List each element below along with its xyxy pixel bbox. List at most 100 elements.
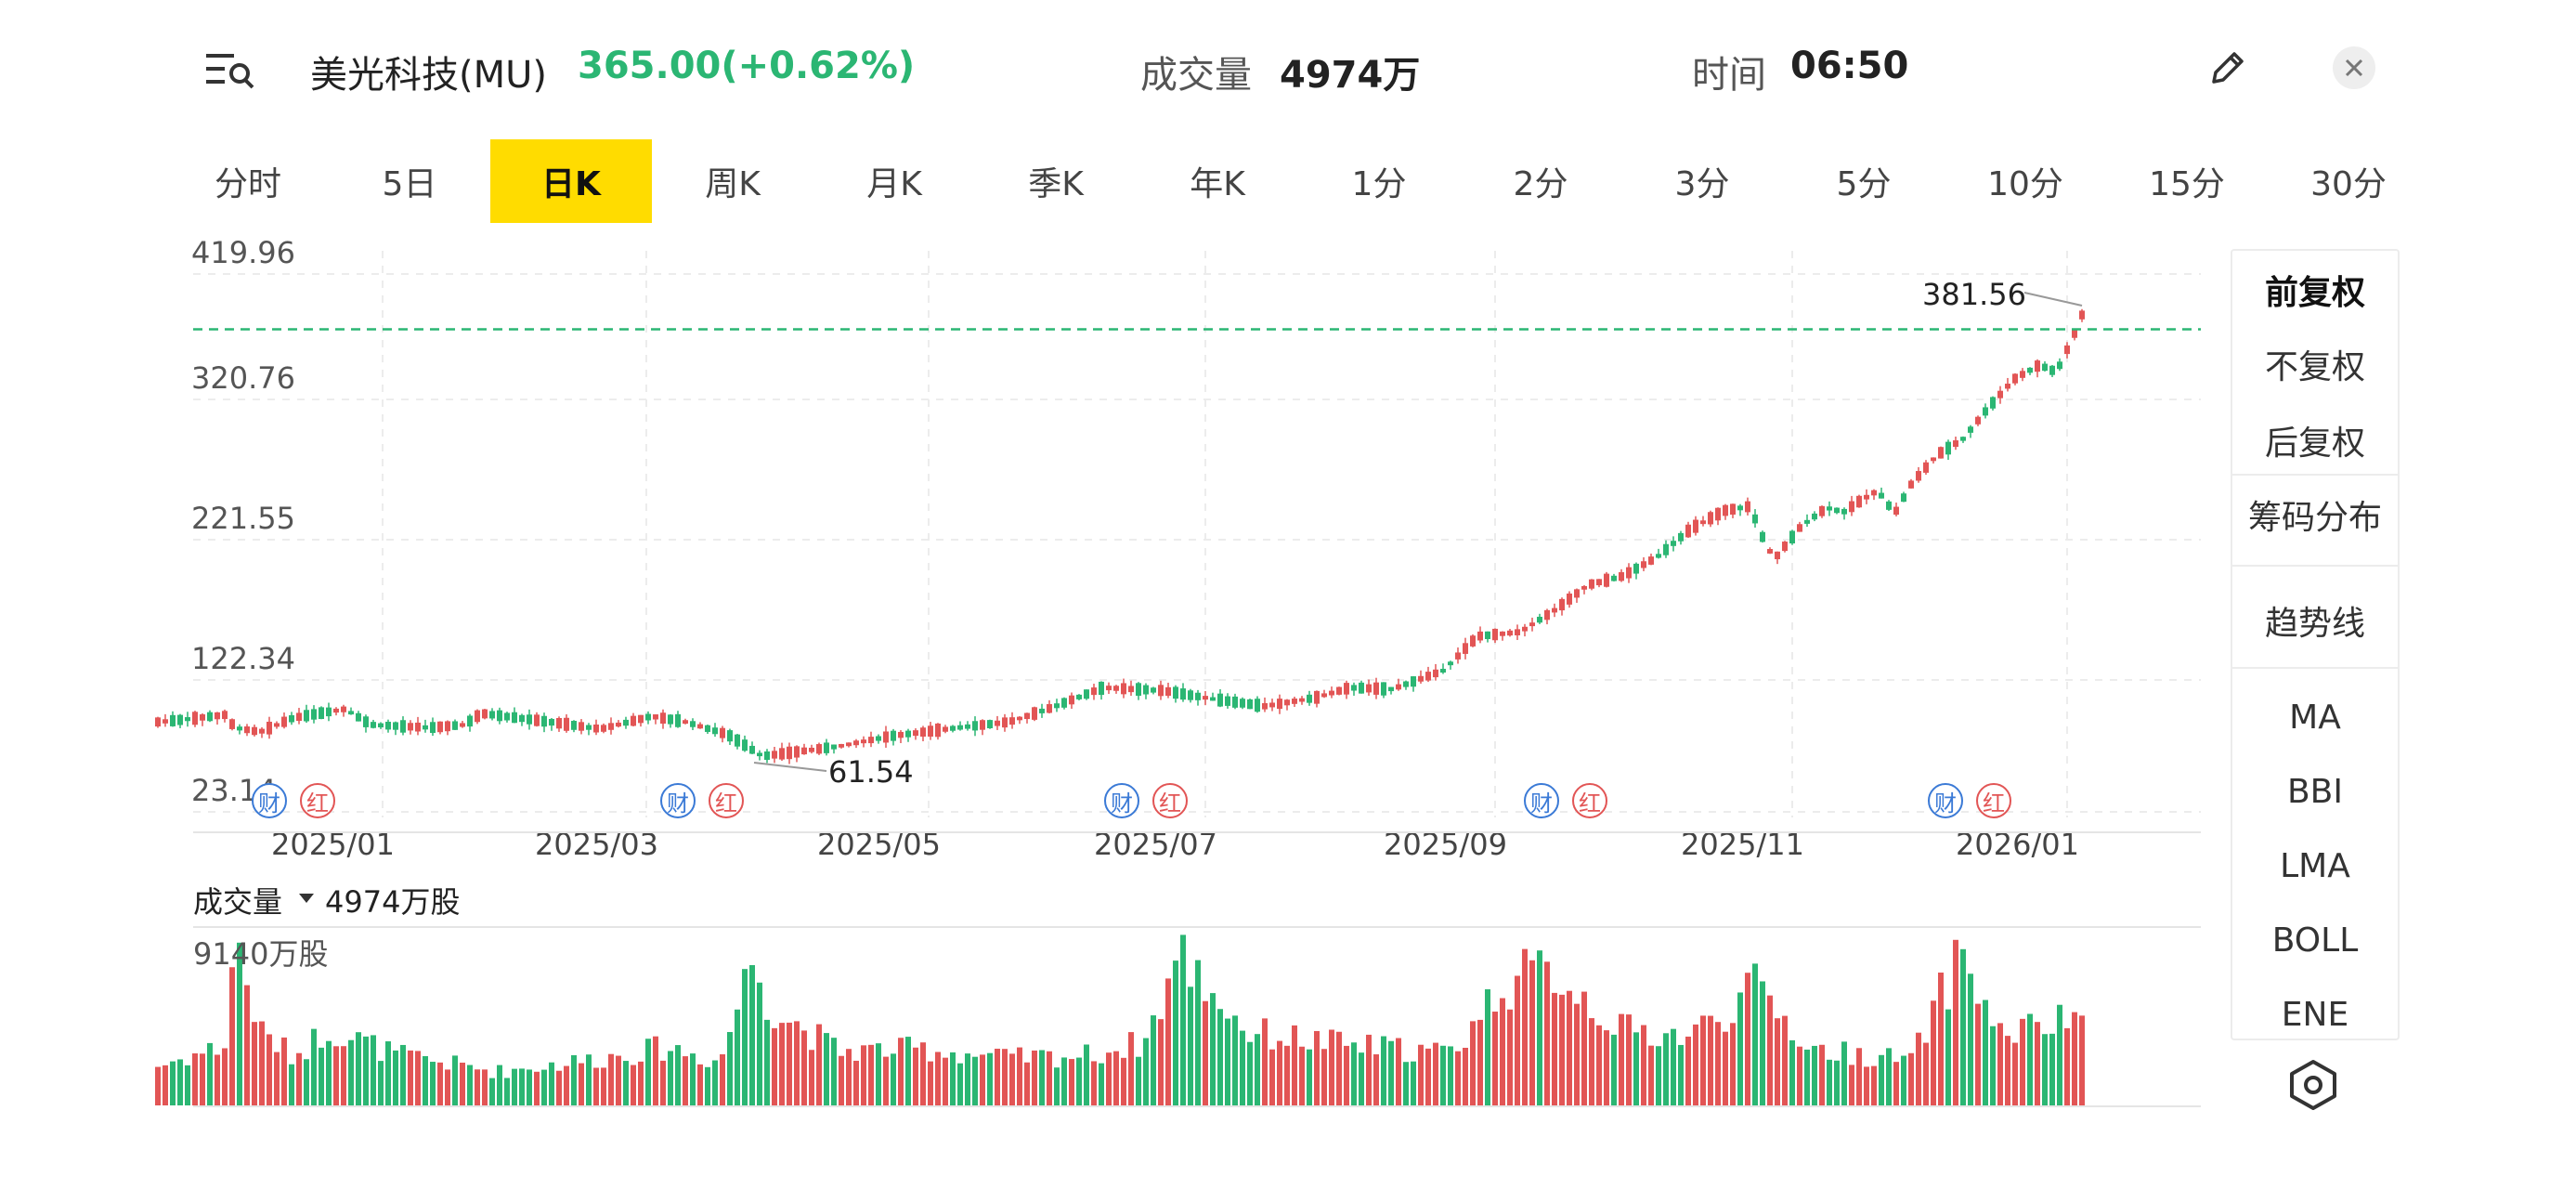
volume-bar [467,1065,473,1105]
tab-month-k[interactable]: 月K [866,165,922,203]
candle-body [1715,507,1721,521]
tab-quarter-k[interactable]: 季K [1028,165,1084,203]
candle-body [1507,630,1513,636]
volume-bar [631,1065,636,1105]
volume-bar [891,1053,896,1105]
volume-bar [192,1053,198,1105]
volume-bar [668,1051,673,1105]
tab-2min[interactable]: 2分 [1513,165,1568,203]
candle-body [586,725,592,730]
candle-body [1403,681,1409,687]
trendline-option[interactable]: 趋势线 [2264,605,2365,643]
tab-5day[interactable]: 5日 [382,165,437,203]
candle-body [1017,716,1022,721]
candle-body [757,752,762,757]
candle-body [1908,480,1914,489]
candle-body [1359,682,1364,694]
price-tick-label: 320.76 [191,360,295,396]
volume-bar [787,1022,792,1105]
tab-15min[interactable]: 15分 [2149,165,2225,203]
volume-bar [430,1062,436,1105]
tab-week-k[interactable]: 周K [705,165,761,203]
volume-bar [1440,1045,1446,1105]
candle-body [1329,690,1334,696]
candle-body [868,737,874,744]
volume-bar [1165,978,1171,1105]
menu-search-icon[interactable] [204,48,256,91]
volume-bar [1789,1039,1795,1105]
candle-body [616,722,621,727]
candle-body [452,721,458,730]
volume-bar [1047,1051,1052,1105]
volume-bar [809,1050,814,1105]
volume-bar [1084,1044,1089,1105]
candle-body [408,723,413,731]
backward-adjust-option[interactable]: 后复权 [2264,425,2365,463]
candle-body [333,708,339,713]
volume-bar [1834,1060,1840,1105]
candle-body [1269,702,1275,708]
candle-body [1812,513,1817,520]
no-adjust-option[interactable]: 不复权 [2264,348,2365,386]
volume-bar [1775,1018,1780,1105]
settings-hexagon-icon[interactable] [2288,1059,2338,1111]
quote-header: 美光科技(MU) 365.00(+0.62%) 成交量 4974万 时间 06:… [0,0,2576,137]
ma-indicator[interactable]: MA [2289,699,2341,737]
side-divider [2232,667,2398,669]
ene-indicator[interactable]: ENE [2281,996,2349,1034]
volume-bar [1715,1022,1721,1105]
dividend-marker-label: 红 [306,790,329,817]
tab-day-k[interactable]: 日K [490,139,652,223]
candle-body [1433,669,1438,678]
volume-bar [690,1053,696,1105]
tab-5min[interactable]: 5分 [1836,165,1892,203]
volume-bar [1284,1045,1290,1105]
candle-body [1344,683,1349,695]
volume-bar [1136,1056,1141,1105]
candle-body [1975,416,1981,425]
candle-body [1210,697,1216,701]
candle-body [1752,514,1758,524]
candle-body [1841,508,1847,515]
candle-body [1641,561,1646,568]
lma-indicator[interactable]: LMA [2280,847,2350,885]
pencil-icon[interactable] [2206,46,2249,89]
tab-30min[interactable]: 30分 [2310,165,2387,203]
candle-body [876,736,881,741]
boll-indicator[interactable]: BOLL [2271,921,2359,960]
candle-body [1069,695,1074,705]
chip-distribution-option[interactable]: 筹码分布 [2247,499,2382,537]
volume-bar [995,1048,1000,1105]
earnings-marker-label: 财 [258,790,280,817]
close-button[interactable] [2333,46,2375,89]
volume-bar [1567,990,1572,1105]
candle-body [289,714,294,723]
candle-body [1693,519,1698,533]
candle-body [1879,492,1884,499]
candle-body [200,714,205,721]
volume-bar [2027,1013,2033,1105]
tab-10min[interactable]: 10分 [1987,165,2063,203]
volume-bar [437,1062,443,1105]
tab-minute[interactable]: 分时 [214,165,281,203]
candle-body [1113,686,1119,691]
candle-body [571,720,577,730]
volume-bar [1515,975,1520,1105]
candle-body [1775,551,1780,560]
bbi-indicator[interactable]: BBI [2286,773,2343,811]
volume-bar [1173,960,1178,1105]
candle-body [1418,675,1424,682]
candle-body [1515,629,1520,635]
volume-bar [1455,1051,1461,1105]
candle-body [623,719,629,726]
volume-bar [207,1042,213,1105]
forward-adjust-option[interactable]: 前复权 [2264,274,2365,312]
tab-1min[interactable]: 1分 [1351,165,1407,203]
tab-year-k[interactable]: 年K [1190,165,1245,203]
volume-bar [1641,1025,1646,1105]
volume-bar [497,1065,502,1105]
tab-3min[interactable]: 3分 [1674,165,1730,203]
volume-bar [281,1037,287,1105]
volume-bar [489,1078,495,1105]
